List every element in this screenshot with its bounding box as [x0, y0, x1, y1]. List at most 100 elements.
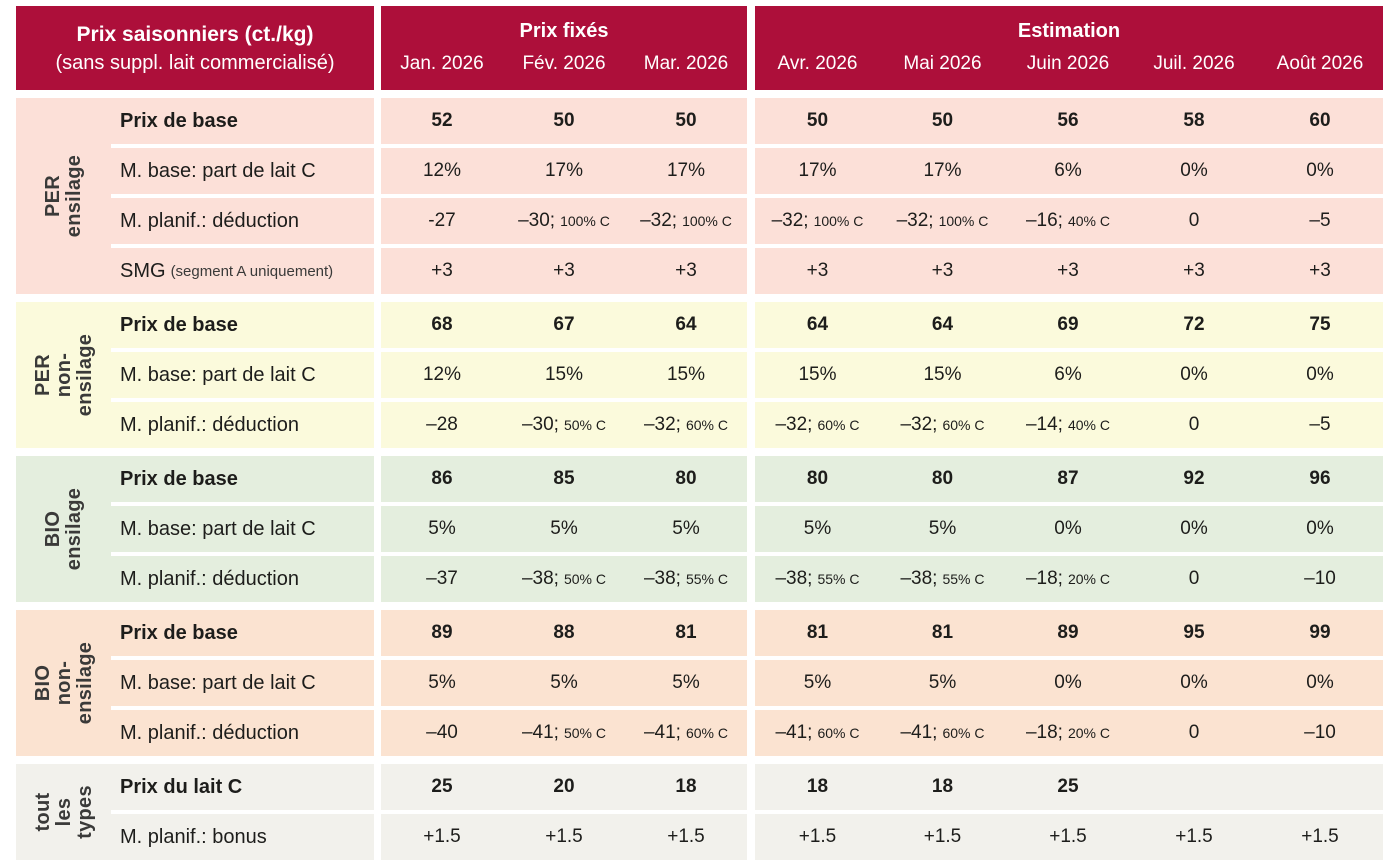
value-cell: –5	[1257, 402, 1383, 448]
value-cell: –32; 100% C	[880, 198, 1005, 244]
value-cell: 15%	[503, 352, 625, 398]
value-cell: +1.5	[1131, 814, 1257, 860]
value-cell: –10	[1257, 556, 1383, 602]
value-cell: 5%	[625, 506, 747, 552]
value-cell: +3	[381, 248, 503, 294]
value-cell: 75	[1257, 302, 1383, 348]
value-cell-note: 50% C	[563, 725, 606, 741]
section-4: tout les types Prix du lait C 25 20 18 18 18 25…	[16, 764, 1383, 860]
value-cell: 15%	[880, 352, 1005, 398]
value-cell: –16; 40% C	[1005, 198, 1131, 244]
value-cell: 0%	[1257, 506, 1383, 552]
table-subtitle: (sans suppl. lait commercialisé)	[55, 52, 335, 75]
value-cell: –32; 60% C	[755, 402, 880, 448]
value-cell: 0	[1131, 710, 1257, 756]
value-cell-note: 100% C	[682, 213, 732, 229]
row-label: M. planif.: déduction	[111, 556, 374, 602]
value-cell: 20	[503, 764, 625, 810]
value-cell: +3	[1131, 248, 1257, 294]
value-cell: 5%	[880, 660, 1005, 706]
row-label: M. planif.: déduction	[111, 198, 374, 244]
fixed-prices-label: Prix fixés	[519, 20, 609, 42]
value-cell: –41; 60% C	[755, 710, 880, 756]
value-cell: –5	[1257, 198, 1383, 244]
value-cell: 64	[755, 302, 880, 348]
value-cell: 15%	[755, 352, 880, 398]
value-cell	[1131, 764, 1257, 810]
value-cell: 18	[880, 764, 1005, 810]
value-cell: 0%	[1131, 352, 1257, 398]
value-cell: 5%	[503, 660, 625, 706]
value-cell: +3	[1005, 248, 1131, 294]
value-cell: 12%	[381, 148, 503, 194]
value-cell	[1257, 764, 1383, 810]
value-cell: –38; 55% C	[755, 556, 880, 602]
row-label: Prix du lait C	[111, 764, 374, 810]
value-cell-note: 20% C	[1067, 571, 1110, 587]
estimation-months-row: Avr. 2026 Mai 2026 Juin 2026 Juil. 2026 Août…	[755, 53, 1383, 90]
value-cell: –30; 100% C	[503, 198, 625, 244]
value-cell: 6%	[1005, 148, 1131, 194]
row-label: SMG (segment A uniquement)	[111, 248, 374, 294]
value-cell: 25	[381, 764, 503, 810]
value-cell: +1.5	[381, 814, 503, 860]
value-cell-note: 100% C	[560, 213, 610, 229]
fixed-months-row: Jan. 2026 Fév. 2026 Mar. 2026	[381, 53, 747, 90]
value-cell: –30; 50% C	[503, 402, 625, 448]
value-cell: 81	[625, 610, 747, 656]
value-cell: 67	[503, 302, 625, 348]
section-1: PER non- ensilage Prix de base 68 67 64 64 64 6…	[16, 302, 1383, 448]
row-label: Prix de base	[111, 98, 374, 144]
value-cell: 12%	[381, 352, 503, 398]
row-label: M. base: part de lait C	[111, 506, 374, 552]
group-label-cell: PER ensilage	[16, 98, 111, 294]
value-cell: 18	[755, 764, 880, 810]
value-cell: +3	[503, 248, 625, 294]
value-cell: +1.5	[755, 814, 880, 860]
value-cell: –37	[381, 556, 503, 602]
value-cell: +3	[880, 248, 1005, 294]
section-0: PER ensilage Prix de base 52 50 50 50 50 56 58 60…	[16, 98, 1383, 294]
estimation-month-5: Août 2026	[1276, 53, 1364, 74]
value-cell-note: 60% C	[685, 417, 728, 433]
value-cell: 0%	[1131, 506, 1257, 552]
value-cell: 5%	[755, 660, 880, 706]
value-cell: 87	[1005, 456, 1131, 502]
group-label-cell: PER non- ensilage	[16, 302, 111, 448]
value-cell-note: 100% C	[813, 213, 864, 229]
value-cell: 96	[1257, 456, 1383, 502]
value-cell: –38; 55% C	[625, 556, 747, 602]
value-cell: 0%	[1131, 660, 1257, 706]
value-cell: 50	[880, 98, 1005, 144]
value-cell: 56	[1005, 98, 1131, 144]
value-cell-note: 60% C	[942, 725, 985, 741]
group-label: tout les types	[31, 785, 95, 839]
group-label: BIO non- ensilage	[31, 641, 95, 725]
value-cell: –10	[1257, 710, 1383, 756]
group-label-cell: BIO non- ensilage	[16, 610, 111, 756]
value-cell: –41; 60% C	[625, 710, 747, 756]
value-cell-note: 60% C	[817, 725, 860, 741]
value-cell: 25	[1005, 764, 1131, 810]
value-cell: –18; 20% C	[1005, 710, 1131, 756]
group-label: PER non- ensilage	[31, 333, 95, 417]
row-label: M. planif.: bonus	[111, 814, 374, 860]
row-label: M. base: part de lait C	[111, 352, 374, 398]
row-label: M. base: part de lait C	[111, 660, 374, 706]
value-cell: 0%	[1005, 660, 1131, 706]
row-label: M. planif.: déduction	[111, 710, 374, 756]
estimation-header-block: Estimation Avr. 2026 Mai 2026 Juin 2026 Jui…	[755, 6, 1383, 90]
value-cell-note: 40% C	[1067, 417, 1110, 433]
value-cell: 52	[381, 98, 503, 144]
value-cell: 5%	[755, 506, 880, 552]
value-cell: 95	[1131, 610, 1257, 656]
value-cell: 86	[381, 456, 503, 502]
table-title-cell: Prix saisonniers (ct./kg) (sans suppl. l…	[16, 6, 374, 90]
value-cell: +3	[625, 248, 747, 294]
price-table: Prix saisonniers (ct./kg) (sans suppl. l…	[16, 6, 1383, 863]
value-cell: –28	[381, 402, 503, 448]
value-cell: –14; 40% C	[1005, 402, 1131, 448]
value-cell-note: 55% C	[817, 571, 860, 587]
estimation-month-3: Juin 2026	[1026, 53, 1110, 74]
